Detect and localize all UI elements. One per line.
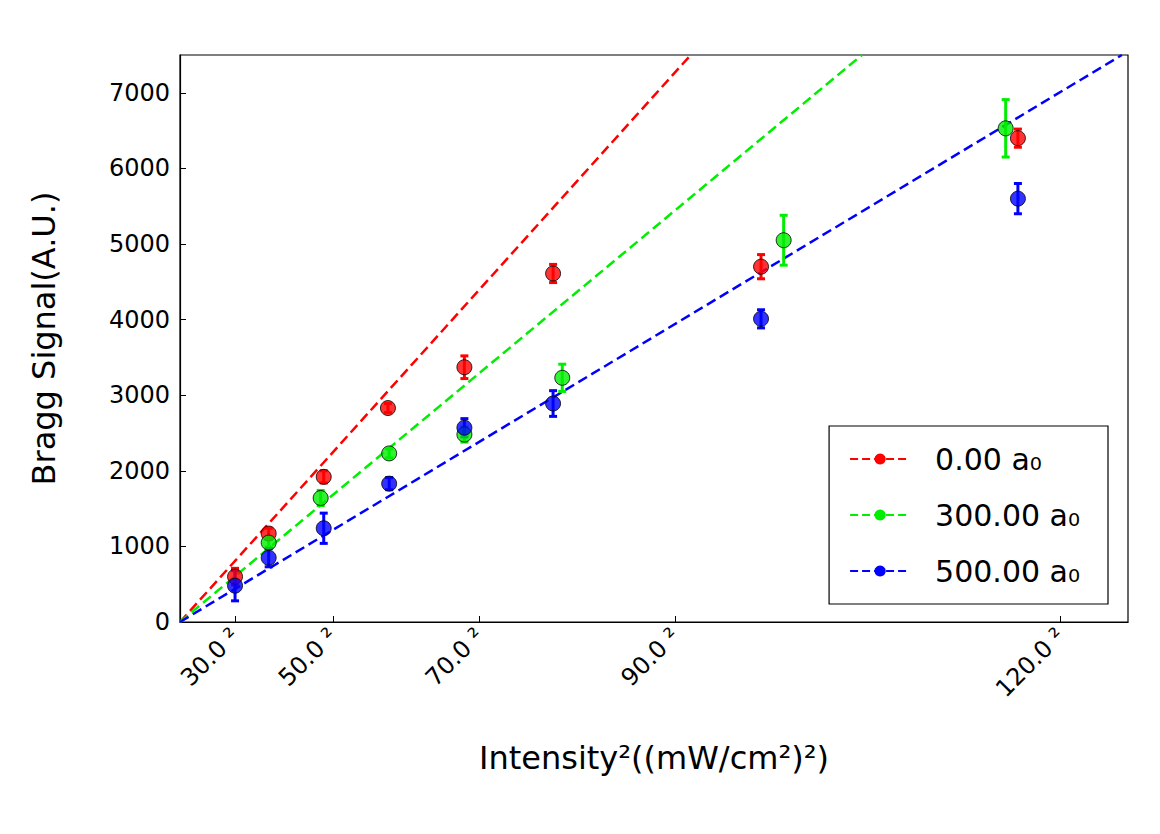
- svg-text:Bragg Signal(A.U.): Bragg Signal(A.U.): [25, 192, 63, 486]
- svg-text:30.0 ²: 30.0 ²: [175, 622, 245, 692]
- svg-text:70.0 ²: 70.0 ²: [420, 622, 490, 692]
- svg-text:2000: 2000: [109, 457, 170, 485]
- svg-text:50.0 ²: 50.0 ²: [273, 622, 343, 692]
- svg-text:6000: 6000: [109, 154, 170, 182]
- svg-text:7000: 7000: [109, 79, 170, 107]
- svg-text:120.0 ²: 120.0 ²: [990, 622, 1071, 703]
- svg-text:5000: 5000: [109, 230, 170, 258]
- svg-text:3000: 3000: [109, 381, 170, 409]
- svg-text:90.0 ²: 90.0 ²: [616, 622, 686, 692]
- svg-text:0: 0: [155, 608, 170, 636]
- svg-text:1000: 1000: [109, 532, 170, 560]
- svg-text:0.00 a₀: 0.00 a₀: [935, 442, 1042, 477]
- svg-text:300.00 a₀: 300.00 a₀: [935, 498, 1080, 533]
- svg-text:500.00 a₀: 500.00 a₀: [935, 554, 1080, 589]
- svg-text:4000: 4000: [109, 306, 170, 334]
- svg-text:Intensity²((mW/cm²)²): Intensity²((mW/cm²)²): [479, 739, 829, 777]
